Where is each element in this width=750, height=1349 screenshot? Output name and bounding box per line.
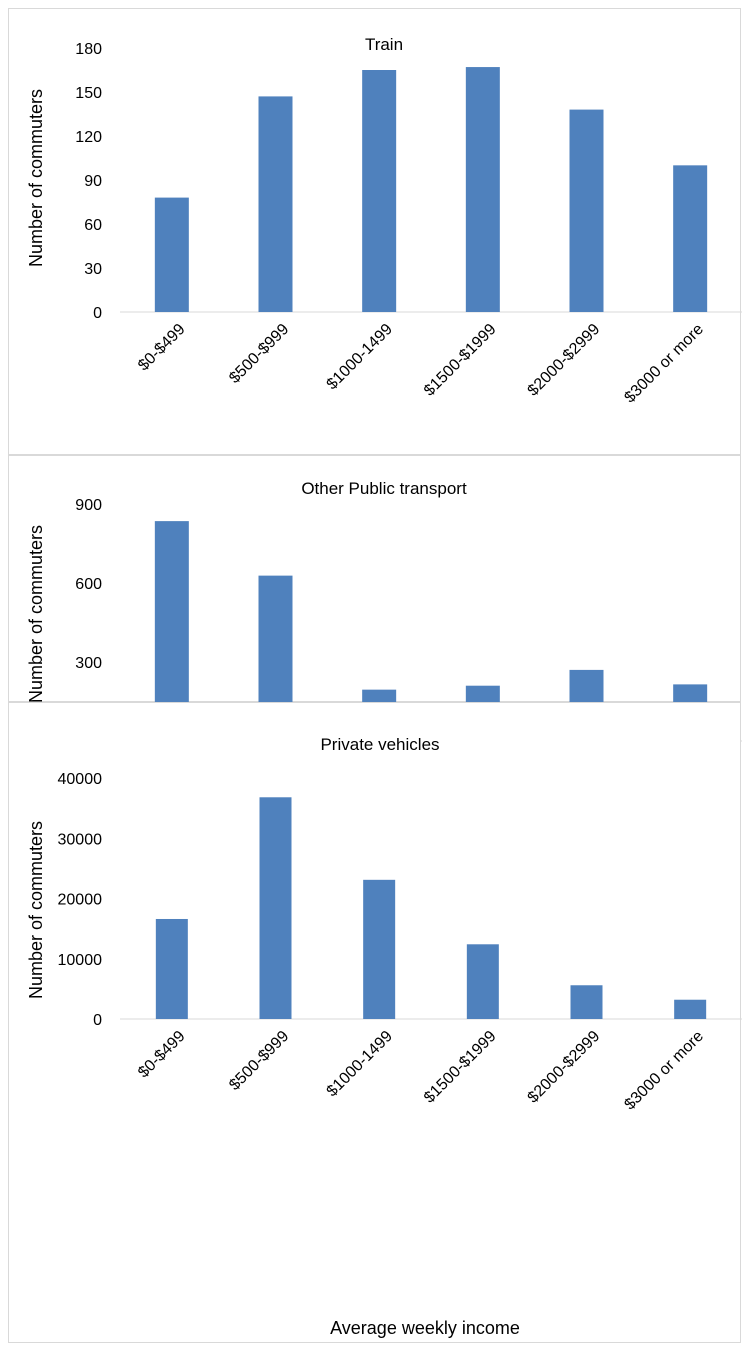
y-tick-label: 10000: [58, 952, 103, 969]
bar-3: [466, 944, 499, 1019]
bar-5: [674, 999, 707, 1019]
y-tick-label: 0: [93, 305, 102, 322]
y-tick-label: 180: [75, 41, 102, 58]
y-tick-label: 900: [75, 497, 102, 514]
bar-2: [363, 879, 396, 1019]
y-tick-label: 60: [84, 217, 102, 234]
y-tick-label: 0: [93, 1012, 102, 1029]
y-axis-label: Number of commuters: [26, 821, 46, 999]
bar-1: [259, 797, 292, 1019]
bar-2: [362, 70, 397, 312]
chart-panel-private-vehicles: Private vehicles Number of commuters 0 10…: [8, 702, 742, 1343]
bar-4: [569, 109, 604, 312]
y-tick-label: 600: [75, 576, 102, 593]
bar-0: [155, 918, 188, 1019]
chart-title: Other Public transport: [301, 479, 467, 498]
x-axis-label: Average weekly income: [330, 1318, 520, 1338]
y-tick-label: 90: [84, 173, 102, 190]
bar-3: [465, 67, 500, 312]
bar-0: [154, 197, 189, 312]
bar-1: [258, 96, 293, 313]
chart-title: Train: [365, 35, 403, 54]
bar-4: [570, 985, 603, 1019]
chart-panel-train: Train Number of commuters 0 30 60 90 120 150 1…: [8, 8, 742, 455]
chart-title: Private vehicles: [320, 735, 439, 754]
y-axis-label: Number of commuters: [26, 525, 46, 703]
y-tick-label: 40000: [58, 771, 103, 788]
y-axis-label: Number of commuters: [26, 89, 46, 267]
bar-5: [673, 165, 708, 312]
chart-panel-border: [8, 455, 741, 702]
y-tick-label: 120: [75, 129, 102, 146]
chart-panel-border: [8, 702, 741, 1343]
y-tick-label: 150: [75, 85, 102, 102]
y-tick-label: 30: [84, 261, 102, 278]
y-tick-label: 30000: [58, 831, 103, 848]
y-tick-label: 300: [75, 655, 102, 672]
y-tick-label: 20000: [58, 892, 103, 909]
